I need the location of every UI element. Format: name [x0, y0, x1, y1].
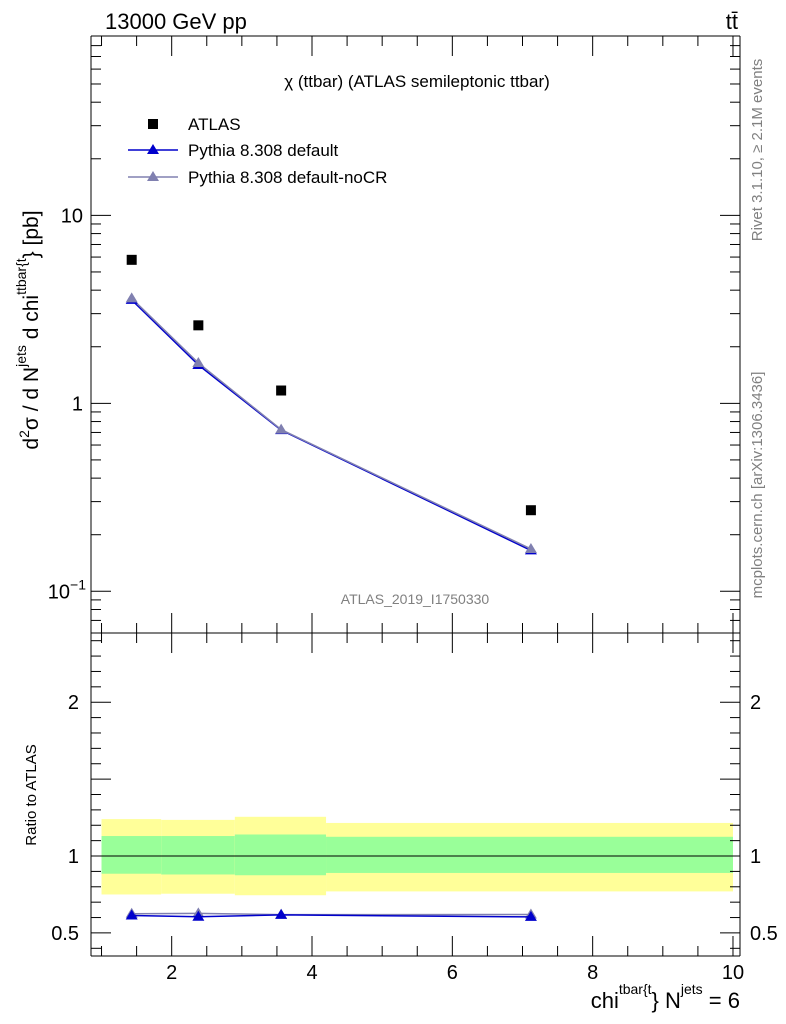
main-y-tick-base: 10 [48, 581, 70, 603]
x-label-mid: } N [652, 988, 681, 1013]
main-y-tick-label: 10 [61, 205, 83, 227]
main-y-tick-label: 1 [72, 393, 83, 415]
ratio-y-tick-label-right: 2 [750, 692, 761, 714]
ratio-y-tick-label-right: 1 [750, 846, 761, 868]
mcplots-source-text: mcplots.cern.ch [arXiv:1306.3436] [749, 372, 766, 599]
legend-label-1: Pythia 8.308 default [188, 141, 339, 160]
main-y-tick-base: 1 [72, 393, 83, 415]
ratio-panel: 0.5 0.5 1 1 2 2 2 4 6 8 10 Ratio to ATLAS chitbar{… [23, 633, 778, 1013]
y-label-prefix: d [20, 438, 43, 450]
ratio-y-tick-label-left: 0.5 [51, 923, 79, 945]
ratio-band-inner-2 [234, 834, 327, 876]
x-tick-label: 10 [722, 962, 744, 984]
series-line-2 [131, 297, 532, 550]
legend: ATLAS Pythia 8.308 default Pythia 8.308 de… [128, 115, 387, 187]
legend-marker-2 [147, 171, 159, 181]
x-axis-label: chitbar{t} Njets = 6 [591, 981, 740, 1013]
y-label-sup-ttbar: ttbar{t [13, 258, 29, 295]
ratio-line-0 [131, 912, 531, 916]
x-tick-label: 2 [166, 962, 177, 984]
ratio-y-tick-label-right: 0.5 [750, 923, 778, 945]
data-point-atlas [525, 505, 536, 516]
data-point-series-2 [275, 423, 288, 434]
energy-label: 13000 GeV pp [105, 9, 247, 34]
ratio-point-1 [192, 910, 205, 921]
legend-marker-1 [147, 144, 159, 154]
x-tick-label: 4 [306, 962, 317, 984]
rivet-version-text: Rivet 3.1.10, ≥ 2.1M events [749, 59, 766, 242]
legend-label-2: Pythia 8.308 default-noCR [188, 168, 387, 187]
x-label-suffix: = 6 [703, 988, 740, 1013]
data-point-atlas [193, 320, 204, 331]
y-label-mid: σ / d N [20, 367, 43, 430]
process-label: tt̄ [726, 9, 738, 34]
analysis-tag: ATLAS_2019_I1750330 [341, 591, 490, 607]
y-label-mid2: d chi [20, 295, 43, 345]
main-y-tick-label: 10−1 [48, 576, 86, 603]
plot-title: χ (ttbar) (ATLAS semileptonic ttbar) [284, 72, 550, 91]
data-point-series-2 [125, 292, 138, 303]
data-point-atlas [126, 254, 137, 265]
ratio-point-1 [275, 908, 288, 919]
data-point-atlas [276, 385, 287, 396]
y-label-sup2: 2 [16, 430, 32, 438]
x-tick-label: 6 [447, 962, 458, 984]
legend-label-0: ATLAS [188, 115, 241, 134]
ratio-y-tick-label-left: 1 [68, 846, 79, 868]
ratio-band-inner-0 [101, 836, 162, 874]
ratio-line-1 [131, 914, 531, 918]
x-tick-label: 8 [587, 962, 598, 984]
x-label-base: chi [591, 988, 619, 1013]
main-y-axis-label: d2σ / d Njets d chittbar{t} [pb] [13, 210, 43, 449]
y-label-sup-jets: jets [13, 345, 29, 368]
legend-marker-atlas [148, 119, 158, 129]
ratio-band-inner-1 [161, 836, 235, 875]
x-label-sup-ttbar: tbar{t [619, 981, 652, 997]
series-line-1 [131, 299, 532, 552]
x-label-sup-jets: jets [680, 981, 703, 997]
y-label-suffix: } [pb] [20, 210, 43, 258]
main-y-tick-exponent: −1 [70, 576, 86, 592]
data-point-series-2 [192, 356, 205, 367]
data-point-series-2 [524, 542, 537, 553]
ratio-y-tick-label-left: 2 [68, 692, 79, 714]
ratio-y-axis-label: Ratio to ATLAS [23, 744, 40, 845]
ratio-point-1 [524, 910, 537, 921]
main-y-tick-base: 10 [61, 205, 83, 227]
ratio-band-inner-3 [326, 836, 733, 873]
ratio-point-1 [125, 909, 138, 920]
